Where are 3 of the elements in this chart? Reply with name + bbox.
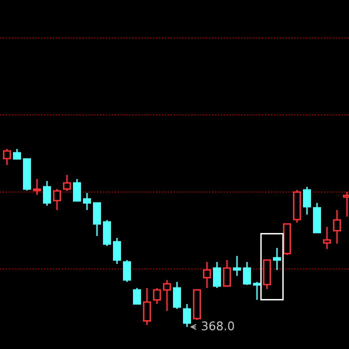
annotation: 368.0 xyxy=(202,321,234,330)
candlestick xyxy=(273,247,281,271)
candlestick xyxy=(333,209,341,244)
